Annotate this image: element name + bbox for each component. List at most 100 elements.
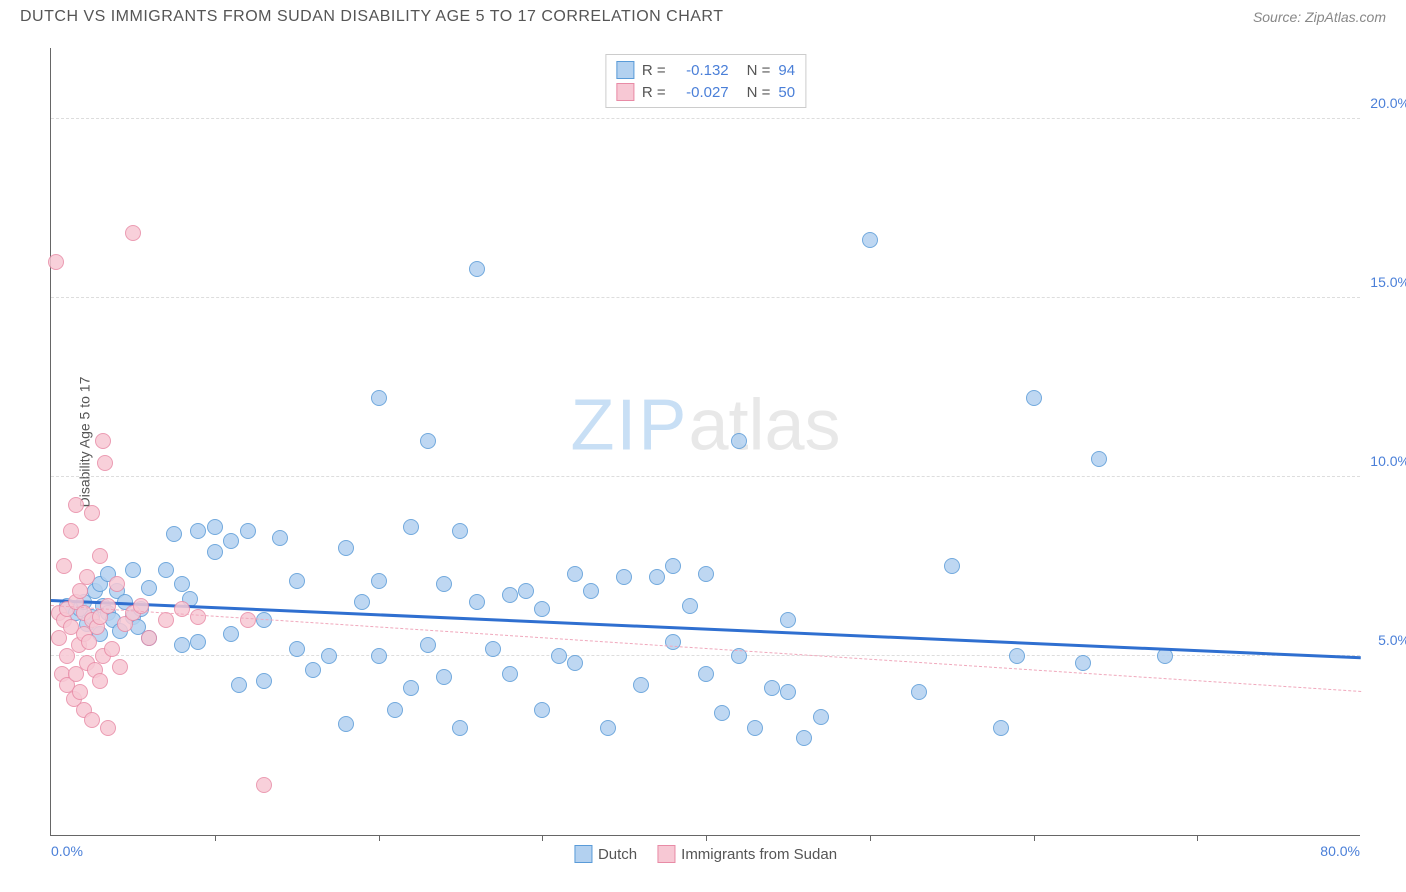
data-point: [289, 641, 305, 657]
data-point: [240, 612, 256, 628]
data-point: [698, 566, 714, 582]
chart-header: DUTCH VS IMMIGRANTS FROM SUDAN DISABILIT…: [0, 0, 1406, 30]
watermark-atlas: atlas: [688, 385, 840, 465]
data-point: [56, 558, 72, 574]
grid-line: [51, 297, 1360, 298]
y-tick-label: 10.0%: [1362, 453, 1406, 469]
data-point: [469, 594, 485, 610]
data-point: [207, 544, 223, 560]
data-point: [240, 523, 256, 539]
legend-n-value: 94: [778, 62, 795, 79]
data-point: [95, 433, 111, 449]
data-point: [567, 566, 583, 582]
data-point: [780, 684, 796, 700]
data-point: [354, 594, 370, 610]
scatter-chart: Disability Age 5 to 17 ZIPatlas 0.0% 80.…: [50, 48, 1360, 836]
data-point: [600, 720, 616, 736]
data-point: [469, 261, 485, 277]
data-point: [92, 673, 108, 689]
data-point: [911, 684, 927, 700]
data-point: [207, 519, 223, 535]
chart-title: DUTCH VS IMMIGRANTS FROM SUDAN DISABILIT…: [20, 8, 723, 26]
chart-source: Source: ZipAtlas.com: [1253, 9, 1386, 25]
data-point: [141, 630, 157, 646]
data-point: [256, 777, 272, 793]
data-point: [436, 669, 452, 685]
data-point: [371, 390, 387, 406]
data-point: [764, 680, 780, 696]
legend-row: R =-0.132N =94: [616, 59, 795, 81]
legend-row: R = -0.027 N = 50: [616, 81, 795, 103]
data-point: [714, 705, 730, 721]
legend-n-value: 50: [778, 84, 795, 101]
data-point: [633, 677, 649, 693]
data-point: [534, 702, 550, 718]
x-tick: [1034, 835, 1035, 841]
data-point: [502, 587, 518, 603]
data-point: [256, 673, 272, 689]
y-tick-label: 20.0%: [1362, 95, 1406, 111]
watermark-zip: ZIP: [570, 385, 688, 465]
data-point: [665, 558, 681, 574]
legend-r-value: -0.132: [674, 62, 729, 79]
legend-swatch: [574, 845, 592, 863]
data-point: [780, 612, 796, 628]
data-point: [125, 225, 141, 241]
x-max-label: 80.0%: [1320, 843, 1360, 859]
y-axis-label: Disability Age 5 to 17: [76, 376, 92, 507]
data-point: [1091, 451, 1107, 467]
data-point: [166, 526, 182, 542]
data-point: [92, 548, 108, 564]
watermark: ZIPatlas: [570, 384, 840, 466]
data-point: [813, 709, 829, 725]
data-point: [649, 569, 665, 585]
legend-n-label: N =: [747, 84, 771, 101]
data-point: [158, 612, 174, 628]
data-point: [1009, 648, 1025, 664]
data-point: [731, 433, 747, 449]
data-point: [72, 684, 88, 700]
data-point: [551, 648, 567, 664]
bottom-legend-label: Immigrants from Sudan: [681, 846, 837, 863]
x-tick: [542, 835, 543, 841]
data-point: [452, 720, 468, 736]
data-point: [338, 540, 354, 556]
data-point: [223, 626, 239, 642]
bottom-legend-item: Immigrants from Sudan: [657, 845, 837, 863]
data-point: [338, 716, 354, 732]
data-point: [63, 523, 79, 539]
data-point: [109, 576, 125, 592]
x-tick: [706, 835, 707, 841]
data-point: [321, 648, 337, 664]
data-point: [223, 533, 239, 549]
x-origin-label: 0.0%: [51, 843, 83, 859]
data-point: [190, 634, 206, 650]
data-point: [305, 662, 321, 678]
series-legend: DutchImmigrants from Sudan: [574, 845, 837, 863]
data-point: [371, 573, 387, 589]
legend-swatch: [657, 845, 675, 863]
data-point: [518, 583, 534, 599]
x-tick: [215, 835, 216, 841]
data-point: [616, 569, 632, 585]
legend-r-value: -0.027: [674, 84, 729, 101]
data-point: [534, 601, 550, 617]
data-point: [125, 562, 141, 578]
data-point: [698, 666, 714, 682]
data-point: [112, 659, 128, 675]
legend-swatch: [616, 61, 634, 79]
data-point: [231, 677, 247, 693]
data-point: [420, 637, 436, 653]
data-point: [174, 637, 190, 653]
data-point: [403, 519, 419, 535]
data-point: [141, 580, 157, 596]
data-point: [1026, 390, 1042, 406]
data-point: [84, 505, 100, 521]
data-point: [97, 455, 113, 471]
legend-r-label: R =: [642, 84, 666, 101]
data-point: [190, 523, 206, 539]
data-point: [387, 702, 403, 718]
data-point: [796, 730, 812, 746]
x-tick: [379, 835, 380, 841]
data-point: [747, 720, 763, 736]
